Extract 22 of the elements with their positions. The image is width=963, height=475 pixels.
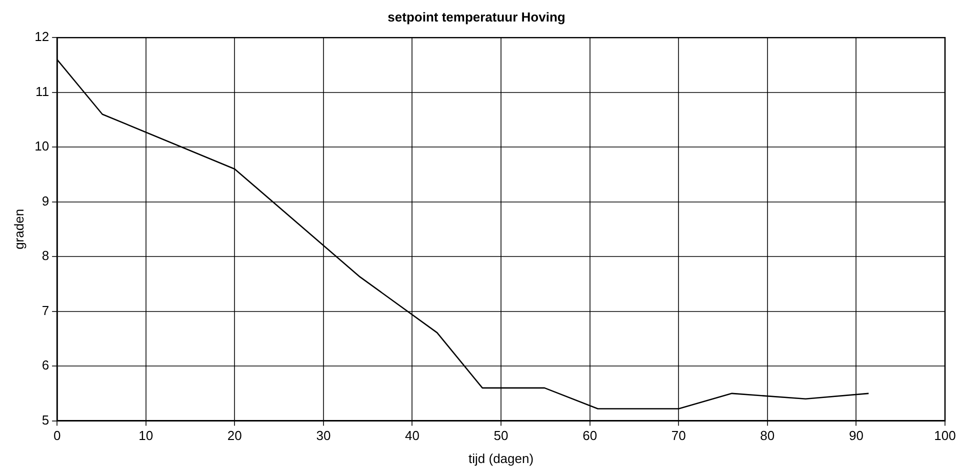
x-tick-label: 100 (934, 428, 956, 444)
y-tick-label: 12 (34, 29, 50, 44)
x-tick-label: 10 (138, 428, 154, 444)
x-tick-label: 60 (582, 428, 598, 444)
y-tick-label: 11 (36, 84, 50, 99)
y-tick-label: 5 (42, 412, 50, 428)
x-tick-label: 30 (316, 428, 331, 444)
x-tick-label: 90 (848, 428, 864, 444)
y-tick-label: 8 (42, 248, 50, 264)
x-tick-label: 20 (227, 428, 242, 444)
x-tick-label: 70 (671, 428, 686, 444)
y-tick-label: 6 (42, 358, 50, 373)
x-tick-label: 0 (53, 428, 61, 444)
x-tick-label: 40 (405, 428, 420, 444)
y-tick-label: 7 (42, 302, 50, 318)
y-axis-title: graden (11, 208, 26, 250)
x-axis-title: tijd (dagen) (468, 450, 534, 466)
x-tick-label: 50 (494, 428, 508, 444)
chart-title: setpoint temperatuur Hoving (388, 9, 566, 24)
x-tick-label: 80 (760, 428, 775, 444)
y-tick-label: 10 (34, 138, 50, 154)
y-tick-label: 9 (42, 193, 50, 208)
